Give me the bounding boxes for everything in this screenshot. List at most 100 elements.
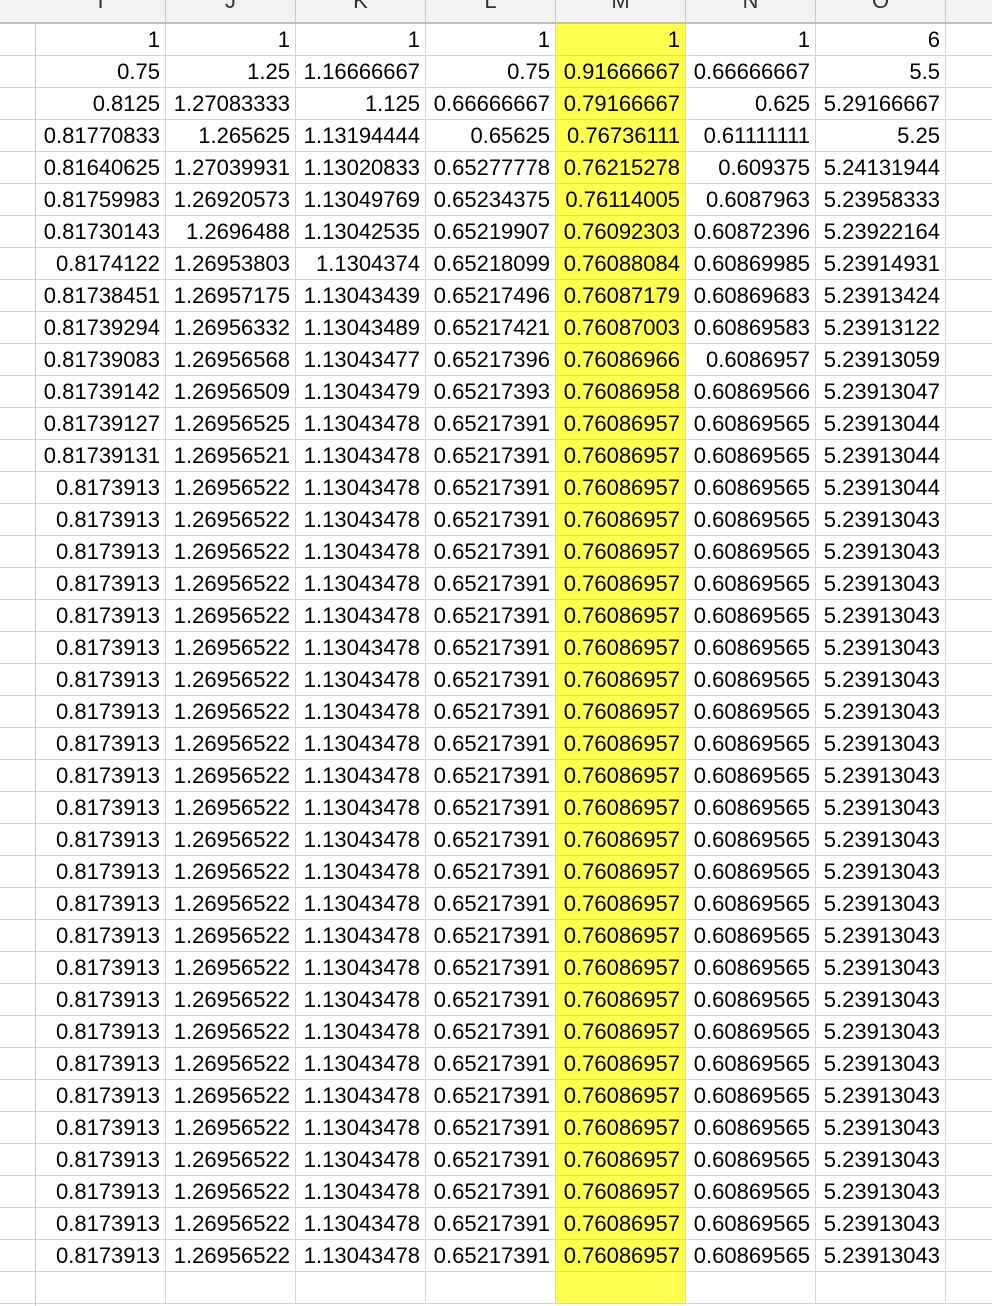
cell-n[interactable]: 0.60869565 [686,600,816,631]
cell-k[interactable]: 1.13043478 [296,600,426,631]
cell-j[interactable]: 1.26956522 [166,760,296,791]
cell-l[interactable]: 0.65217391 [426,728,556,759]
cell-l[interactable]: 0.65217391 [426,664,556,695]
cell-i[interactable]: 0.8173913 [36,984,166,1015]
cell-i[interactable]: 0.8173913 [36,888,166,919]
cell-i[interactable]: 0.8173913 [36,952,166,983]
column-header-j[interactable]: J [166,0,296,22]
cell-k[interactable]: 1.13042535 [296,216,426,247]
cell-o[interactable]: 5.23958333 [816,184,946,215]
cell-m[interactable]: 0.76086966 [556,344,686,375]
cell-k[interactable]: 1.13043478 [296,920,426,951]
cell-k[interactable]: 1.13043479 [296,376,426,407]
cell-k[interactable]: 1.13043478 [296,536,426,567]
cell-n[interactable]: 0.66666667 [686,56,816,87]
cell-o[interactable]: 5.23913043 [816,600,946,631]
cell-i[interactable]: 0.81759983 [36,184,166,215]
cell-j[interactable]: 1.27039931 [166,152,296,183]
cell-o[interactable]: 5.23913043 [816,984,946,1015]
cell-m[interactable]: 0.76086957 [556,1016,686,1047]
cell-k[interactable]: 1.13043478 [296,760,426,791]
cell-k[interactable]: 1.13043478 [296,728,426,759]
cell-k[interactable]: 1.13043478 [296,856,426,887]
cell-k[interactable]: 1.13194444 [296,120,426,151]
cell-o[interactable]: 5.23913043 [816,504,946,535]
cell-l[interactable]: 0.65217391 [426,1240,556,1271]
cell-m[interactable]: 0.76086957 [556,728,686,759]
cell-n[interactable]: 0.60872396 [686,216,816,247]
cell-o[interactable]: 5.23913043 [816,536,946,567]
cell-k[interactable]: 1.13043478 [296,568,426,599]
cell-n[interactable] [686,1272,816,1303]
cell-m[interactable]: 0.76114005 [556,184,686,215]
cell-i[interactable]: 0.8173913 [36,568,166,599]
cell-i[interactable]: 0.8173913 [36,504,166,535]
cell-l[interactable]: 0.65217391 [426,504,556,535]
cell-i[interactable]: 0.8173913 [36,792,166,823]
cell-n[interactable]: 0.60869565 [686,792,816,823]
cell-l[interactable]: 0.65217391 [426,1144,556,1175]
cell-i[interactable]: 0.8125 [36,88,166,119]
cell-m[interactable]: 0.79166667 [556,88,686,119]
cell-o[interactable]: 5.23913043 [816,824,946,855]
cell-k[interactable]: 1.13043478 [296,1048,426,1079]
cell-k[interactable]: 1.13043478 [296,472,426,503]
cell-m[interactable]: 0.76086957 [556,1144,686,1175]
cell-m[interactable]: 0.76736111 [556,120,686,151]
cell-k[interactable]: 1.13020833 [296,152,426,183]
cell-j[interactable]: 1 [166,24,296,55]
cell-j[interactable]: 1.26956522 [166,664,296,695]
cell-m[interactable]: 0.76086957 [556,952,686,983]
cell-l[interactable]: 0.65217391 [426,1080,556,1111]
cell-i[interactable]: 0.81739131 [36,440,166,471]
cell-k[interactable]: 1.13049769 [296,184,426,215]
cell-i[interactable]: 0.8173913 [36,632,166,663]
cell-j[interactable]: 1.26953803 [166,248,296,279]
cell-l[interactable]: 0.65217391 [426,1176,556,1207]
cell-i[interactable]: 0.75 [36,56,166,87]
cell-k[interactable]: 1.13043478 [296,1016,426,1047]
cell-j[interactable]: 1.26956525 [166,408,296,439]
cell-j[interactable]: 1.26956522 [166,984,296,1015]
cell-m[interactable]: 0.76086957 [556,632,686,663]
cell-m[interactable]: 1 [556,24,686,55]
cell-l[interactable]: 0.65217391 [426,856,556,887]
cell-k[interactable]: 1.16666667 [296,56,426,87]
cell-j[interactable] [166,1272,296,1303]
cell-o[interactable]: 5.23913043 [816,632,946,663]
cell-m[interactable]: 0.76086957 [556,1048,686,1079]
cell-j[interactable]: 1.26956522 [166,1144,296,1175]
cell-j[interactable]: 1.26956522 [166,1240,296,1271]
cell-m[interactable]: 0.76086957 [556,408,686,439]
cell-n[interactable]: 0.60869565 [686,952,816,983]
cell-o[interactable]: 5.23913043 [816,760,946,791]
cell-k[interactable]: 1.13043478 [296,632,426,663]
cell-m[interactable]: 0.76086957 [556,856,686,887]
cell-o[interactable]: 5.23913043 [816,1016,946,1047]
cell-n[interactable]: 0.60869565 [686,1144,816,1175]
cell-k[interactable]: 1.13043478 [296,984,426,1015]
cell-n[interactable]: 0.60869565 [686,1208,816,1239]
cell-m[interactable]: 0.76086957 [556,1112,686,1143]
cell-k[interactable]: 1.13043478 [296,1176,426,1207]
cell-l[interactable]: 0.65217391 [426,440,556,471]
cell-j[interactable]: 1.26956522 [166,1080,296,1111]
cell-l[interactable]: 0.65217391 [426,888,556,919]
cell-n[interactable]: 0.60869565 [686,504,816,535]
cell-n[interactable]: 0.60869565 [686,760,816,791]
cell-o[interactable]: 5.23913043 [816,696,946,727]
cell-n[interactable]: 1 [686,24,816,55]
cell-i[interactable]: 0.8173913 [36,664,166,695]
cell-n[interactable]: 0.61111111 [686,120,816,151]
cell-j[interactable]: 1.26956522 [166,792,296,823]
cell-k[interactable]: 1.13043478 [296,952,426,983]
cell-n[interactable]: 0.625 [686,88,816,119]
cell-n[interactable]: 0.60869565 [686,984,816,1015]
cell-m[interactable]: 0.76086957 [556,1240,686,1271]
cell-m[interactable]: 0.76086957 [556,600,686,631]
cell-j[interactable]: 1.26956522 [166,856,296,887]
cell-i[interactable]: 0.8173913 [36,856,166,887]
cell-m[interactable]: 0.76086957 [556,504,686,535]
cell-k[interactable]: 1.13043478 [296,504,426,535]
cell-l[interactable]: 0.65219907 [426,216,556,247]
